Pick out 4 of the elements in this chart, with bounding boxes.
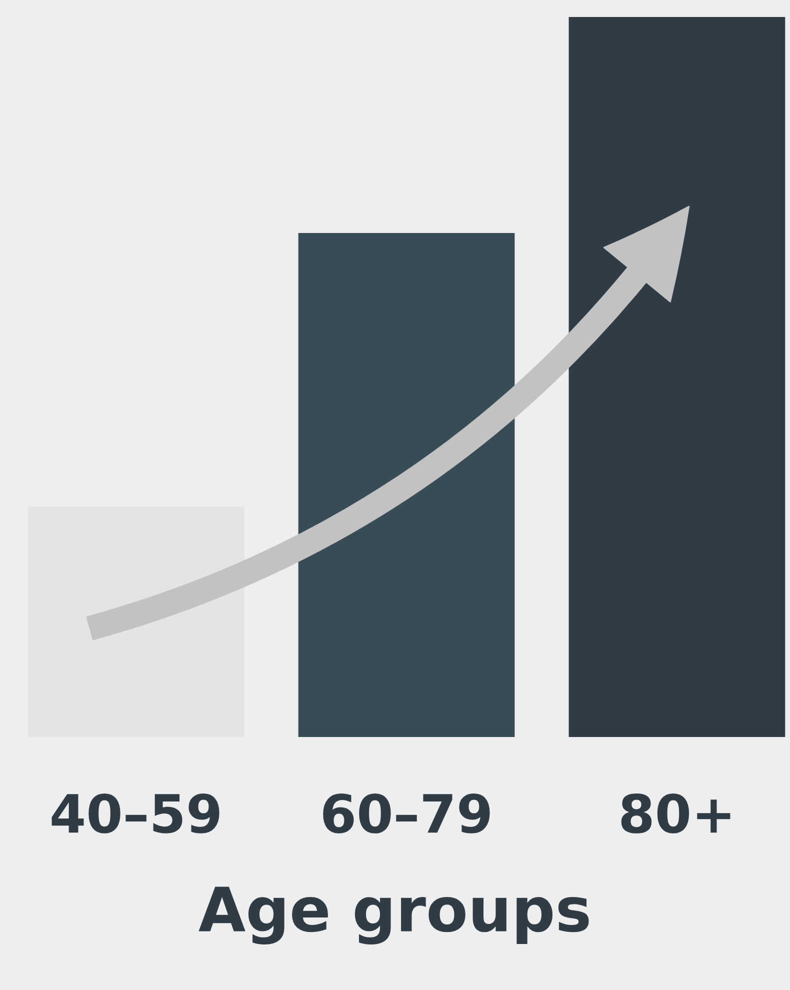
x-tick-label: 40–59 (52, 793, 220, 834)
x-tick-label: 60–79 (323, 793, 490, 834)
x-tick-label: 80+ (621, 793, 730, 834)
x-axis-title: Age groups (198, 886, 589, 944)
